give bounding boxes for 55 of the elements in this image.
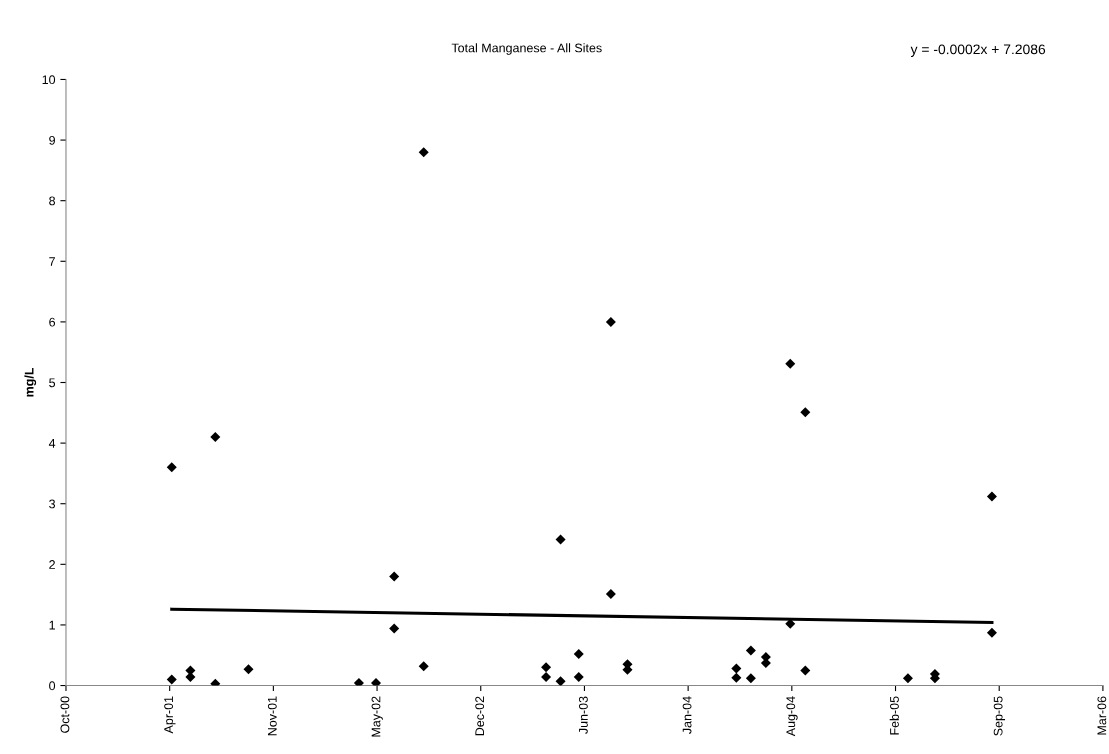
x-tick-label: Apr-01 — [164, 696, 176, 734]
point — [389, 571, 400, 582]
point — [389, 623, 400, 634]
x-tick-label: Oct-00 — [60, 696, 70, 733]
point — [731, 663, 742, 674]
point — [785, 358, 796, 369]
point — [353, 678, 364, 686]
x-tick-label: Nov-01 — [267, 696, 277, 736]
point — [986, 491, 997, 502]
y-tick-label: 0 — [49, 681, 56, 691]
point — [541, 662, 552, 673]
point — [800, 407, 811, 418]
point — [986, 627, 997, 638]
x-tick-label: Aug-04 — [786, 696, 798, 737]
y-axis-title: mg/L — [24, 367, 37, 397]
y-tick-label: 7 — [49, 257, 55, 266]
text: y = -0.0002x + 7.2086 — [910, 44, 1046, 57]
point — [185, 672, 196, 683]
x-tick-label: Jun-03 — [578, 696, 588, 734]
point — [418, 661, 429, 672]
x-tick-label: Dec-02 — [475, 696, 485, 736]
point — [731, 672, 742, 683]
point — [210, 432, 221, 443]
point — [573, 649, 584, 660]
y-tick-label: 1 — [49, 620, 55, 630]
y-tick-label: 10 — [42, 75, 56, 85]
point — [745, 673, 756, 684]
point — [418, 147, 429, 158]
point — [745, 645, 756, 656]
point — [605, 589, 616, 600]
y-tick-label: 5 — [49, 378, 56, 388]
point — [573, 672, 584, 683]
x-tick-label: Feb-05 — [889, 696, 899, 735]
y-tick-label: 8 — [49, 196, 56, 206]
x-tick-label: Mar-06 — [1097, 696, 1107, 735]
point — [800, 665, 811, 676]
point — [605, 316, 616, 327]
chart-title: Total Manganese - All Sites — [451, 43, 602, 55]
point — [243, 664, 254, 675]
point — [555, 534, 566, 545]
point — [541, 672, 552, 683]
point — [902, 673, 913, 684]
point — [210, 678, 221, 686]
y-tick-label: 3 — [49, 499, 56, 509]
x-tick-label: Sep-05 — [993, 696, 1006, 736]
x-tick-label: May-02 — [371, 696, 383, 737]
y-tick-label: 4 — [48, 439, 56, 448]
point — [166, 462, 177, 473]
point — [166, 674, 177, 685]
x-tick-label: Jan-04 — [682, 696, 692, 734]
y-tick-label: 2 — [49, 560, 55, 569]
y-tick-label: 6 — [49, 317, 56, 327]
point — [555, 676, 566, 686]
y-tick-label: 9 — [49, 135, 55, 145]
point — [371, 678, 382, 686]
